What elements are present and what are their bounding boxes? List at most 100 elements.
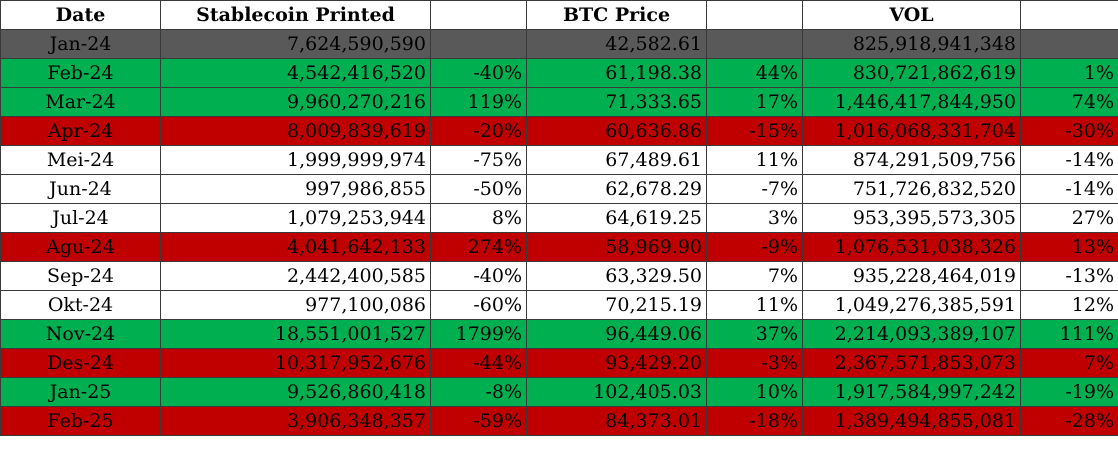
cell-vol: 2,367,571,853,073 <box>802 348 1021 378</box>
cell-btc-change: 37% <box>706 319 803 349</box>
table-row: Feb-25 3,906,348,357 -59% 84,373.01 -18% 1,38… <box>0 406 1118 436</box>
cell-btc-change: -15% <box>706 116 803 146</box>
cell-stablecoin-printed: 9,960,270,216 <box>160 87 431 117</box>
cell-vol-change: 12% <box>1020 290 1118 320</box>
table-row: Feb-24 4,542,416,520 -40% 61,198.38 44% 830,7… <box>0 58 1118 88</box>
cell-btc-change: 10% <box>706 377 803 407</box>
cell-printed-change: -8% <box>430 377 527 407</box>
cell-stablecoin-printed: 997,986,855 <box>160 174 431 204</box>
cell-printed-change: -75% <box>430 145 527 175</box>
cell-printed-change: -40% <box>430 58 527 88</box>
table-row: Jan-24 7,624,590,590 42,582.61 825,918,941,… <box>0 29 1118 59</box>
cell-btc-change: -3% <box>706 348 803 378</box>
header-row: Date Stablecoin Printed BTC Price VOL <box>0 0 1118 30</box>
cell-date: Apr-24 <box>0 116 161 146</box>
cell-vol-change: 111% <box>1020 319 1118 349</box>
cell-vol: 830,721,862,619 <box>802 58 1021 88</box>
cell-vol: 2,214,093,389,107 <box>802 319 1021 349</box>
cell-date: Okt-24 <box>0 290 161 320</box>
cell-date: Feb-25 <box>0 406 161 436</box>
cell-btc-price: 63,329.50 <box>526 261 707 291</box>
cell-date: Jan-24 <box>0 29 161 59</box>
cell-vol: 1,049,276,385,591 <box>802 290 1021 320</box>
cell-vol: 751,726,832,520 <box>802 174 1021 204</box>
cell-btc-price: 67,489.61 <box>526 145 707 175</box>
table-row: Apr-24 8,009,839,619 -20% 60,636.86 -15% 1,01… <box>0 116 1118 146</box>
cell-stablecoin-printed: 4,542,416,520 <box>160 58 431 88</box>
table-row: Sep-24 2,442,400,585 -40% 63,329.50 7% 935,22… <box>0 261 1118 291</box>
cell-date: Mei-24 <box>0 145 161 175</box>
cell-vol: 1,076,531,038,326 <box>802 232 1021 262</box>
cell-vol: 1,016,068,331,704 <box>802 116 1021 146</box>
cell-stablecoin-printed: 18,551,001,527 <box>160 319 431 349</box>
cell-vol-change: 13% <box>1020 232 1118 262</box>
stablecoin-btc-table: Date Stablecoin Printed BTC Price VOL Ja… <box>0 0 1118 436</box>
cell-printed-change: -50% <box>430 174 527 204</box>
cell-stablecoin-printed: 4,041,642,133 <box>160 232 431 262</box>
table-row: Nov-24 18,551,001,527 1799% 96,449.06 37% 2,2… <box>0 319 1118 349</box>
header-btc-change <box>706 0 803 30</box>
cell-btc-price: 70,215.19 <box>526 290 707 320</box>
cell-stablecoin-printed: 1,999,999,974 <box>160 145 431 175</box>
cell-printed-change: -59% <box>430 406 527 436</box>
cell-btc-change: 11% <box>706 145 803 175</box>
header-vol-change <box>1020 0 1118 30</box>
table-row: Des-24 10,317,952,676 -44% 93,429.20 -3% 2,36… <box>0 348 1118 378</box>
table-row: Agu-24 4,041,642,133 274% 58,969.90 -9% 1,076… <box>0 232 1118 262</box>
header-printed-change <box>430 0 527 30</box>
header-date: Date <box>0 0 161 30</box>
cell-date: Des-24 <box>0 348 161 378</box>
cell-vol-change: -28% <box>1020 406 1118 436</box>
cell-vol-change: 7% <box>1020 348 1118 378</box>
cell-btc-change: -18% <box>706 406 803 436</box>
cell-vol-change: 1% <box>1020 58 1118 88</box>
cell-printed-change: 274% <box>430 232 527 262</box>
cell-stablecoin-printed: 7,624,590,590 <box>160 29 431 59</box>
header-vol: VOL <box>802 0 1021 30</box>
cell-vol: 935,228,464,019 <box>802 261 1021 291</box>
cell-vol-change: -19% <box>1020 377 1118 407</box>
table-row: Jan-25 9,526,860,418 -8% 102,405.03 10% 1,917… <box>0 377 1118 407</box>
cell-btc-price: 84,373.01 <box>526 406 707 436</box>
cell-date: Agu-24 <box>0 232 161 262</box>
cell-vol: 1,389,494,855,081 <box>802 406 1021 436</box>
cell-stablecoin-printed: 1,079,253,944 <box>160 203 431 233</box>
cell-stablecoin-printed: 977,100,086 <box>160 290 431 320</box>
cell-btc-change: -9% <box>706 232 803 262</box>
cell-btc-change: 3% <box>706 203 803 233</box>
cell-date: Jun-24 <box>0 174 161 204</box>
cell-btc-change: 11% <box>706 290 803 320</box>
table-row: Jun-24 997,986,855 -50% 62,678.29 -7% 751,726… <box>0 174 1118 204</box>
cell-btc-change: -7% <box>706 174 803 204</box>
header-stablecoin-printed: Stablecoin Printed <box>160 0 431 30</box>
cell-btc-change: 44% <box>706 58 803 88</box>
cell-vol: 874,291,509,756 <box>802 145 1021 175</box>
table-row: Jul-24 1,079,253,944 8% 64,619.25 3% 953,395,… <box>0 203 1118 233</box>
cell-vol: 1,446,417,844,950 <box>802 87 1021 117</box>
cell-printed-change: -20% <box>430 116 527 146</box>
cell-btc-change <box>706 29 803 59</box>
table-body: Jan-24 7,624,590,590 42,582.61 825,918,941,… <box>0 29 1118 436</box>
cell-printed-change: -40% <box>430 261 527 291</box>
cell-stablecoin-printed: 9,526,860,418 <box>160 377 431 407</box>
cell-btc-change: 17% <box>706 87 803 117</box>
table-header: Date Stablecoin Printed BTC Price VOL <box>0 0 1118 30</box>
cell-stablecoin-printed: 8,009,839,619 <box>160 116 431 146</box>
cell-vol: 825,918,941,348 <box>802 29 1021 59</box>
cell-vol-change: -13% <box>1020 261 1118 291</box>
cell-vol-change <box>1020 29 1118 59</box>
cell-date: Jan-25 <box>0 377 161 407</box>
cell-btc-price: 64,619.25 <box>526 203 707 233</box>
cell-btc-price: 96,449.06 <box>526 319 707 349</box>
cell-btc-price: 58,969.90 <box>526 232 707 262</box>
cell-btc-price: 42,582.61 <box>526 29 707 59</box>
table-row: Mar-24 9,960,270,216 119% 71,333.65 17% 1,446… <box>0 87 1118 117</box>
cell-stablecoin-printed: 10,317,952,676 <box>160 348 431 378</box>
cell-vol: 1,917,584,997,242 <box>802 377 1021 407</box>
cell-date: Jul-24 <box>0 203 161 233</box>
cell-printed-change <box>430 29 527 59</box>
cell-btc-price: 62,678.29 <box>526 174 707 204</box>
cell-vol-change: -30% <box>1020 116 1118 146</box>
cell-printed-change: 8% <box>430 203 527 233</box>
cell-btc-price: 71,333.65 <box>526 87 707 117</box>
